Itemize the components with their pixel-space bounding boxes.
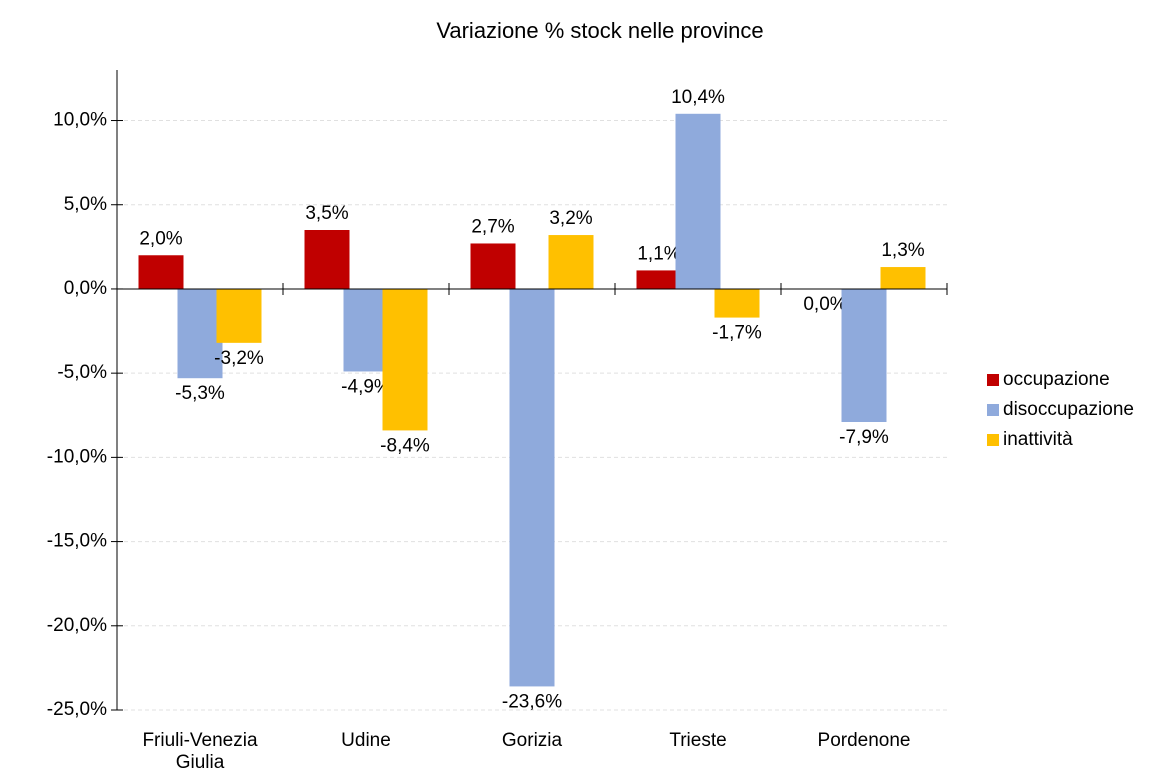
y-tick-label: -20,0%: [47, 615, 107, 636]
data-label: 0,0%: [803, 294, 846, 315]
data-label: 3,5%: [305, 203, 348, 224]
y-tick-label: -10,0%: [47, 446, 107, 467]
data-label: -3,2%: [214, 348, 264, 369]
data-label: -8,4%: [380, 435, 430, 456]
data-label: 2,0%: [139, 228, 182, 249]
y-tick-label: 0,0%: [64, 278, 107, 299]
bar: [509, 288, 555, 687]
legend-label: disoccupazione: [1003, 399, 1134, 420]
data-label: -7,9%: [839, 427, 889, 448]
data-label: 10,4%: [671, 87, 725, 108]
y-tick-label: 5,0%: [64, 194, 107, 215]
bar: [343, 288, 389, 372]
data-label: 1,1%: [637, 243, 680, 264]
legend-label: inattività: [1003, 429, 1073, 450]
y-tick-label: -25,0%: [47, 699, 107, 720]
bar: [470, 243, 516, 289]
bar: [382, 288, 428, 431]
bar: [138, 255, 184, 289]
data-label: 2,7%: [471, 216, 514, 237]
data-label: 1,3%: [881, 240, 924, 261]
legend-swatch: [987, 434, 999, 446]
data-label: -23,6%: [502, 691, 562, 712]
data-label: 3,2%: [549, 208, 592, 229]
bar: [548, 235, 594, 289]
legend-swatch: [987, 374, 999, 386]
bar: [304, 230, 350, 289]
legend-swatch: [987, 404, 999, 416]
bar: [216, 288, 262, 343]
data-label: -1,7%: [712, 323, 762, 344]
bar: [714, 288, 760, 318]
bar: [636, 270, 682, 289]
y-tick-label: -5,0%: [57, 362, 107, 383]
y-tick-label: -15,0%: [47, 531, 107, 552]
x-tick-label: Friuli-Venezia Giulia: [142, 730, 258, 773]
x-tick-label: Trieste: [669, 730, 727, 751]
bar: [841, 288, 887, 422]
bar: [880, 267, 926, 289]
bar: [177, 288, 223, 379]
bar: [675, 113, 721, 289]
x-tick-label: Pordenone: [817, 730, 911, 751]
data-label: -5,3%: [175, 383, 225, 404]
y-tick-label: 10,0%: [53, 110, 107, 131]
chart-title: Variazione % stock nelle province: [436, 18, 763, 43]
x-tick-label: Udine: [341, 730, 391, 751]
x-tick-label: Gorizia: [501, 730, 563, 751]
legend-label: occupazione: [1003, 369, 1110, 390]
data-label: -4,9%: [341, 376, 391, 397]
